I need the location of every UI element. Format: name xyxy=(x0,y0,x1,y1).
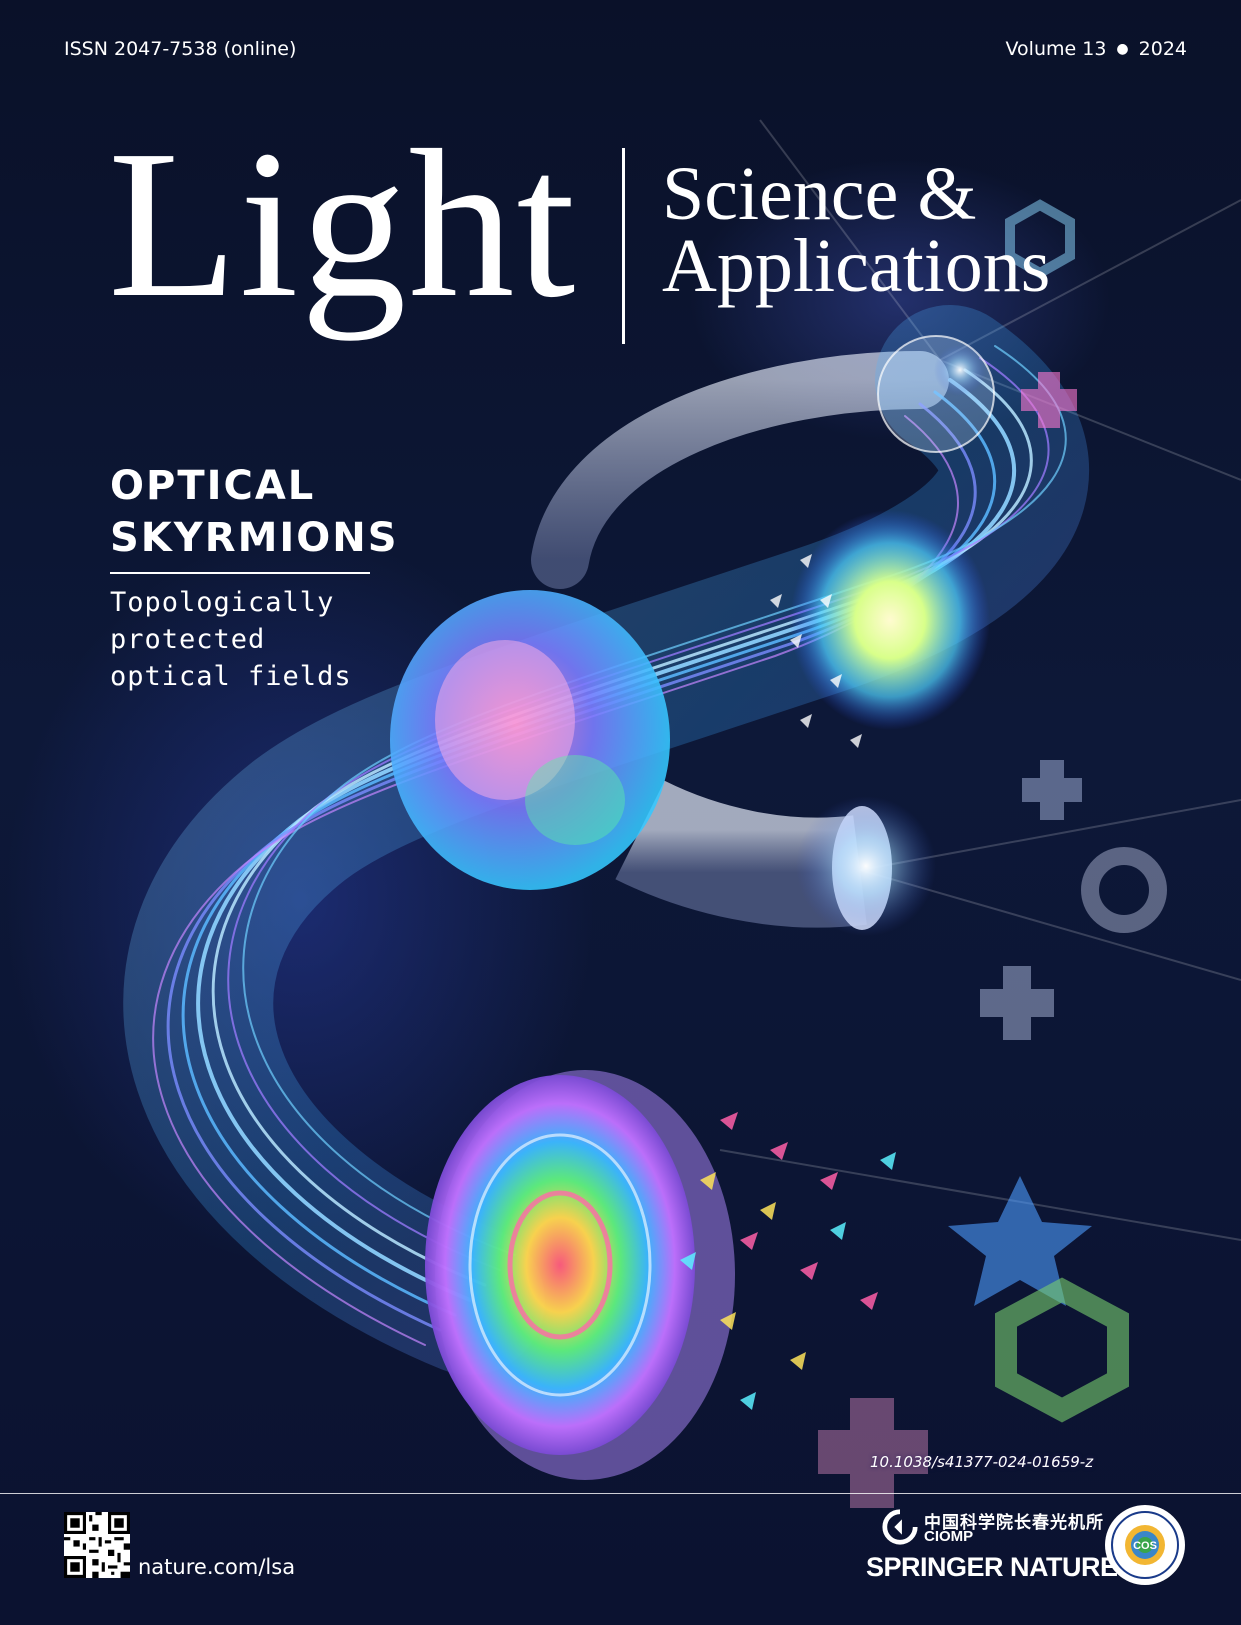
journal-url[interactable]: nature.com/lsa xyxy=(138,1555,296,1579)
ciomp-name-en: CIOMP xyxy=(924,1528,974,1545)
cross-shape-mid xyxy=(980,966,1054,1040)
ring-shape xyxy=(1081,847,1167,933)
floating-shapes xyxy=(818,199,1167,1508)
title-sub-line2: Applications xyxy=(662,224,1051,308)
spin-arrow-field xyxy=(680,554,896,1410)
volume-year: Volume 13 ● 2024 xyxy=(1006,38,1187,60)
seal-text: COS xyxy=(1133,1540,1157,1552)
feature-headline-line1: OPTICAL xyxy=(110,463,316,509)
title-sub-line1: Science & xyxy=(662,152,977,236)
hex-ring xyxy=(1005,199,1075,279)
cross-shape xyxy=(1021,372,1077,428)
publisher-logo: SPRINGER NATURE xyxy=(866,1552,1118,1582)
doi[interactable]: 10.1038/s41377-024-01659-z xyxy=(870,1453,1094,1471)
cross-shape-pink xyxy=(818,1398,928,1508)
journal-title-sub: Science & Applications xyxy=(662,152,1051,308)
ciomp-name-cn: 中国科学院长春光机所 xyxy=(924,1513,1104,1533)
tube-end-glow xyxy=(796,796,936,936)
skyrmion-disc xyxy=(425,1070,735,1480)
hex-ring-green xyxy=(995,1277,1129,1423)
feature-sub-line3: optical fields xyxy=(110,661,352,692)
feature-headline-line2: SKYRMIONS xyxy=(110,515,399,561)
glass-tube xyxy=(531,351,949,589)
star-shape xyxy=(948,1176,1092,1306)
year-label: 2024 xyxy=(1138,38,1187,60)
cos-seal-icon: COS xyxy=(1105,1505,1185,1585)
journal-title-main: Light xyxy=(108,106,578,341)
feature-divider xyxy=(110,572,370,574)
feature-block: OPTICAL SKYRMIONS Topologically protecte… xyxy=(110,460,399,695)
volume-label: Volume 13 xyxy=(1005,38,1107,60)
skyrmion-blob xyxy=(390,590,670,890)
ciomp-logo-icon xyxy=(882,1509,918,1545)
glow-cross-section xyxy=(790,510,990,730)
footer-divider xyxy=(0,1493,1241,1494)
sphere-glint xyxy=(934,344,986,396)
feature-sub-line1: Topologically xyxy=(110,587,335,618)
bullet-icon: ● xyxy=(1116,41,1129,57)
cross-shape-small xyxy=(1022,760,1082,820)
title-divider xyxy=(622,148,625,344)
issn: ISSN 2047-7538 (online) xyxy=(64,38,297,60)
qr-code-icon[interactable] xyxy=(64,1512,130,1578)
feature-sub-line2: protected xyxy=(110,624,266,655)
